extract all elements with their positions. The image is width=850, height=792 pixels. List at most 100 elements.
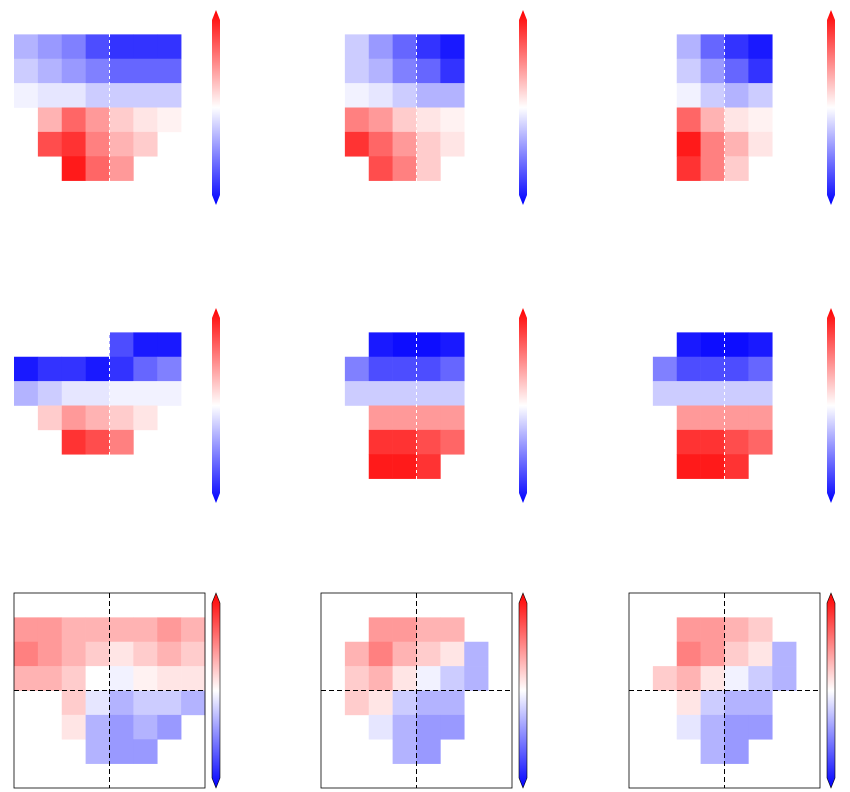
- heatmap-cell: [676, 690, 701, 716]
- heatmap-cell: [368, 690, 393, 716]
- heatmap-cell: [37, 83, 63, 108]
- heatmap-cell: [724, 405, 749, 431]
- heatmap-cell: [109, 332, 134, 358]
- heatmap-cell: [344, 131, 370, 157]
- heatmap-cell: [700, 739, 725, 764]
- heatmap-cell: [85, 83, 110, 108]
- heatmap-cell: [133, 666, 158, 691]
- heatmap-cell: [392, 34, 417, 60]
- heatmap-cell: [700, 454, 725, 479]
- heatmap-cell: [133, 58, 158, 84]
- colorbar: [519, 308, 527, 503]
- heatmap-cell: [416, 666, 441, 691]
- heatmap-cell: [700, 83, 725, 108]
- heatmap-cell: [85, 156, 110, 181]
- heatmap-cell: [392, 405, 417, 431]
- heatmap-cell: [157, 58, 182, 84]
- heatmap-cell: [344, 58, 370, 84]
- heatmap-cell: [181, 666, 206, 691]
- heatmap-cell: [416, 107, 441, 133]
- heatmap-cell: [368, 381, 393, 406]
- heatmap-cell: [344, 641, 370, 667]
- heatmap-cell: [676, 454, 701, 479]
- heatmap-cell: [748, 381, 773, 406]
- heatmap-cell: [133, 83, 158, 108]
- heatmap-cell: [61, 356, 86, 382]
- heatmap-cell: [157, 83, 182, 108]
- heatmap-cell: [392, 83, 417, 108]
- heatmap-cell: [416, 332, 441, 358]
- heatmap-cell: [724, 714, 749, 740]
- heatmap-cell: [109, 429, 134, 455]
- heatmap-cell: [157, 666, 182, 691]
- heatmap-cell: [700, 131, 725, 157]
- heatmap-cell: [85, 429, 110, 455]
- heatmap-cell: [109, 156, 134, 181]
- heatmap-cell: [14, 58, 39, 84]
- heatmap-cell: [14, 641, 39, 667]
- heatmap-cell: [37, 356, 63, 382]
- heatmap-cell: [676, 356, 701, 382]
- heatmap-cell: [440, 666, 465, 691]
- heatmap-cell: [14, 83, 39, 108]
- heatmap-cell: [748, 131, 773, 157]
- heatmap-cell: [61, 58, 86, 84]
- heatmap-cell: [157, 332, 182, 358]
- heatmap-cell: [157, 107, 182, 133]
- heatmap-cell: [37, 666, 63, 691]
- heatmap-cell: [392, 131, 417, 157]
- heatmap-cell: [724, 381, 749, 406]
- heatmap-cell: [61, 107, 86, 133]
- heatmap-cell: [61, 156, 86, 181]
- heatmap-cell: [368, 131, 393, 157]
- colorbar: [519, 10, 527, 205]
- heatmap-cell: [85, 131, 110, 157]
- heatmap-cell: [109, 58, 134, 84]
- heatmap-cell: [61, 405, 86, 431]
- heatmap-cell: [133, 405, 158, 431]
- heatmap-cell: [344, 381, 370, 406]
- heatmap-cell: [61, 381, 86, 406]
- heatmap-cell: [676, 131, 701, 157]
- heatmap-cell: [724, 156, 749, 181]
- heatmap-cell: [700, 107, 725, 133]
- heatmap-cell: [440, 356, 465, 382]
- heatmap-cell: [133, 714, 158, 740]
- heatmap-cell: [109, 381, 134, 406]
- heatmap-cell: [392, 617, 417, 643]
- heatmap-cell: [440, 429, 465, 455]
- heatmap-cell: [109, 666, 134, 691]
- heatmap-cell: [14, 381, 39, 406]
- heatmap-cell: [14, 617, 39, 643]
- heatmap-cell: [368, 107, 393, 133]
- heatmap-cell: [676, 714, 701, 740]
- heatmap-cell: [724, 739, 749, 764]
- heatmap-cell: [85, 666, 110, 691]
- heatmap-cell: [368, 83, 393, 108]
- heatmap-cell: [748, 107, 773, 133]
- heatmap-cell: [368, 156, 393, 181]
- heatmap-cell: [392, 107, 417, 133]
- heatmap-cell: [676, 641, 701, 667]
- heatmap-cell: [344, 107, 370, 133]
- heatmap-cell: [440, 714, 465, 740]
- heatmap-cell: [133, 107, 158, 133]
- heatmap-cell: [37, 131, 63, 157]
- heatmap-cell: [700, 641, 725, 667]
- heatmap-cell: [392, 690, 417, 716]
- heatmap-cell: [85, 107, 110, 133]
- heatmap-cell: [181, 617, 206, 643]
- heatmap-cell: [133, 356, 158, 382]
- heatmap-cell: [85, 617, 110, 643]
- heatmap-cell: [724, 83, 749, 108]
- heatmap-cell: [724, 617, 749, 643]
- heatmap-cell: [724, 332, 749, 358]
- heatmap-cell: [157, 641, 182, 667]
- heatmap-cell: [157, 690, 182, 716]
- heatmap-cell: [700, 356, 725, 382]
- heatmap-cell: [416, 356, 441, 382]
- heatmap-cell: [157, 356, 182, 382]
- heatmap-cell: [37, 405, 63, 431]
- heatmap-cell: [37, 58, 63, 84]
- heatmap-cell: [440, 405, 465, 431]
